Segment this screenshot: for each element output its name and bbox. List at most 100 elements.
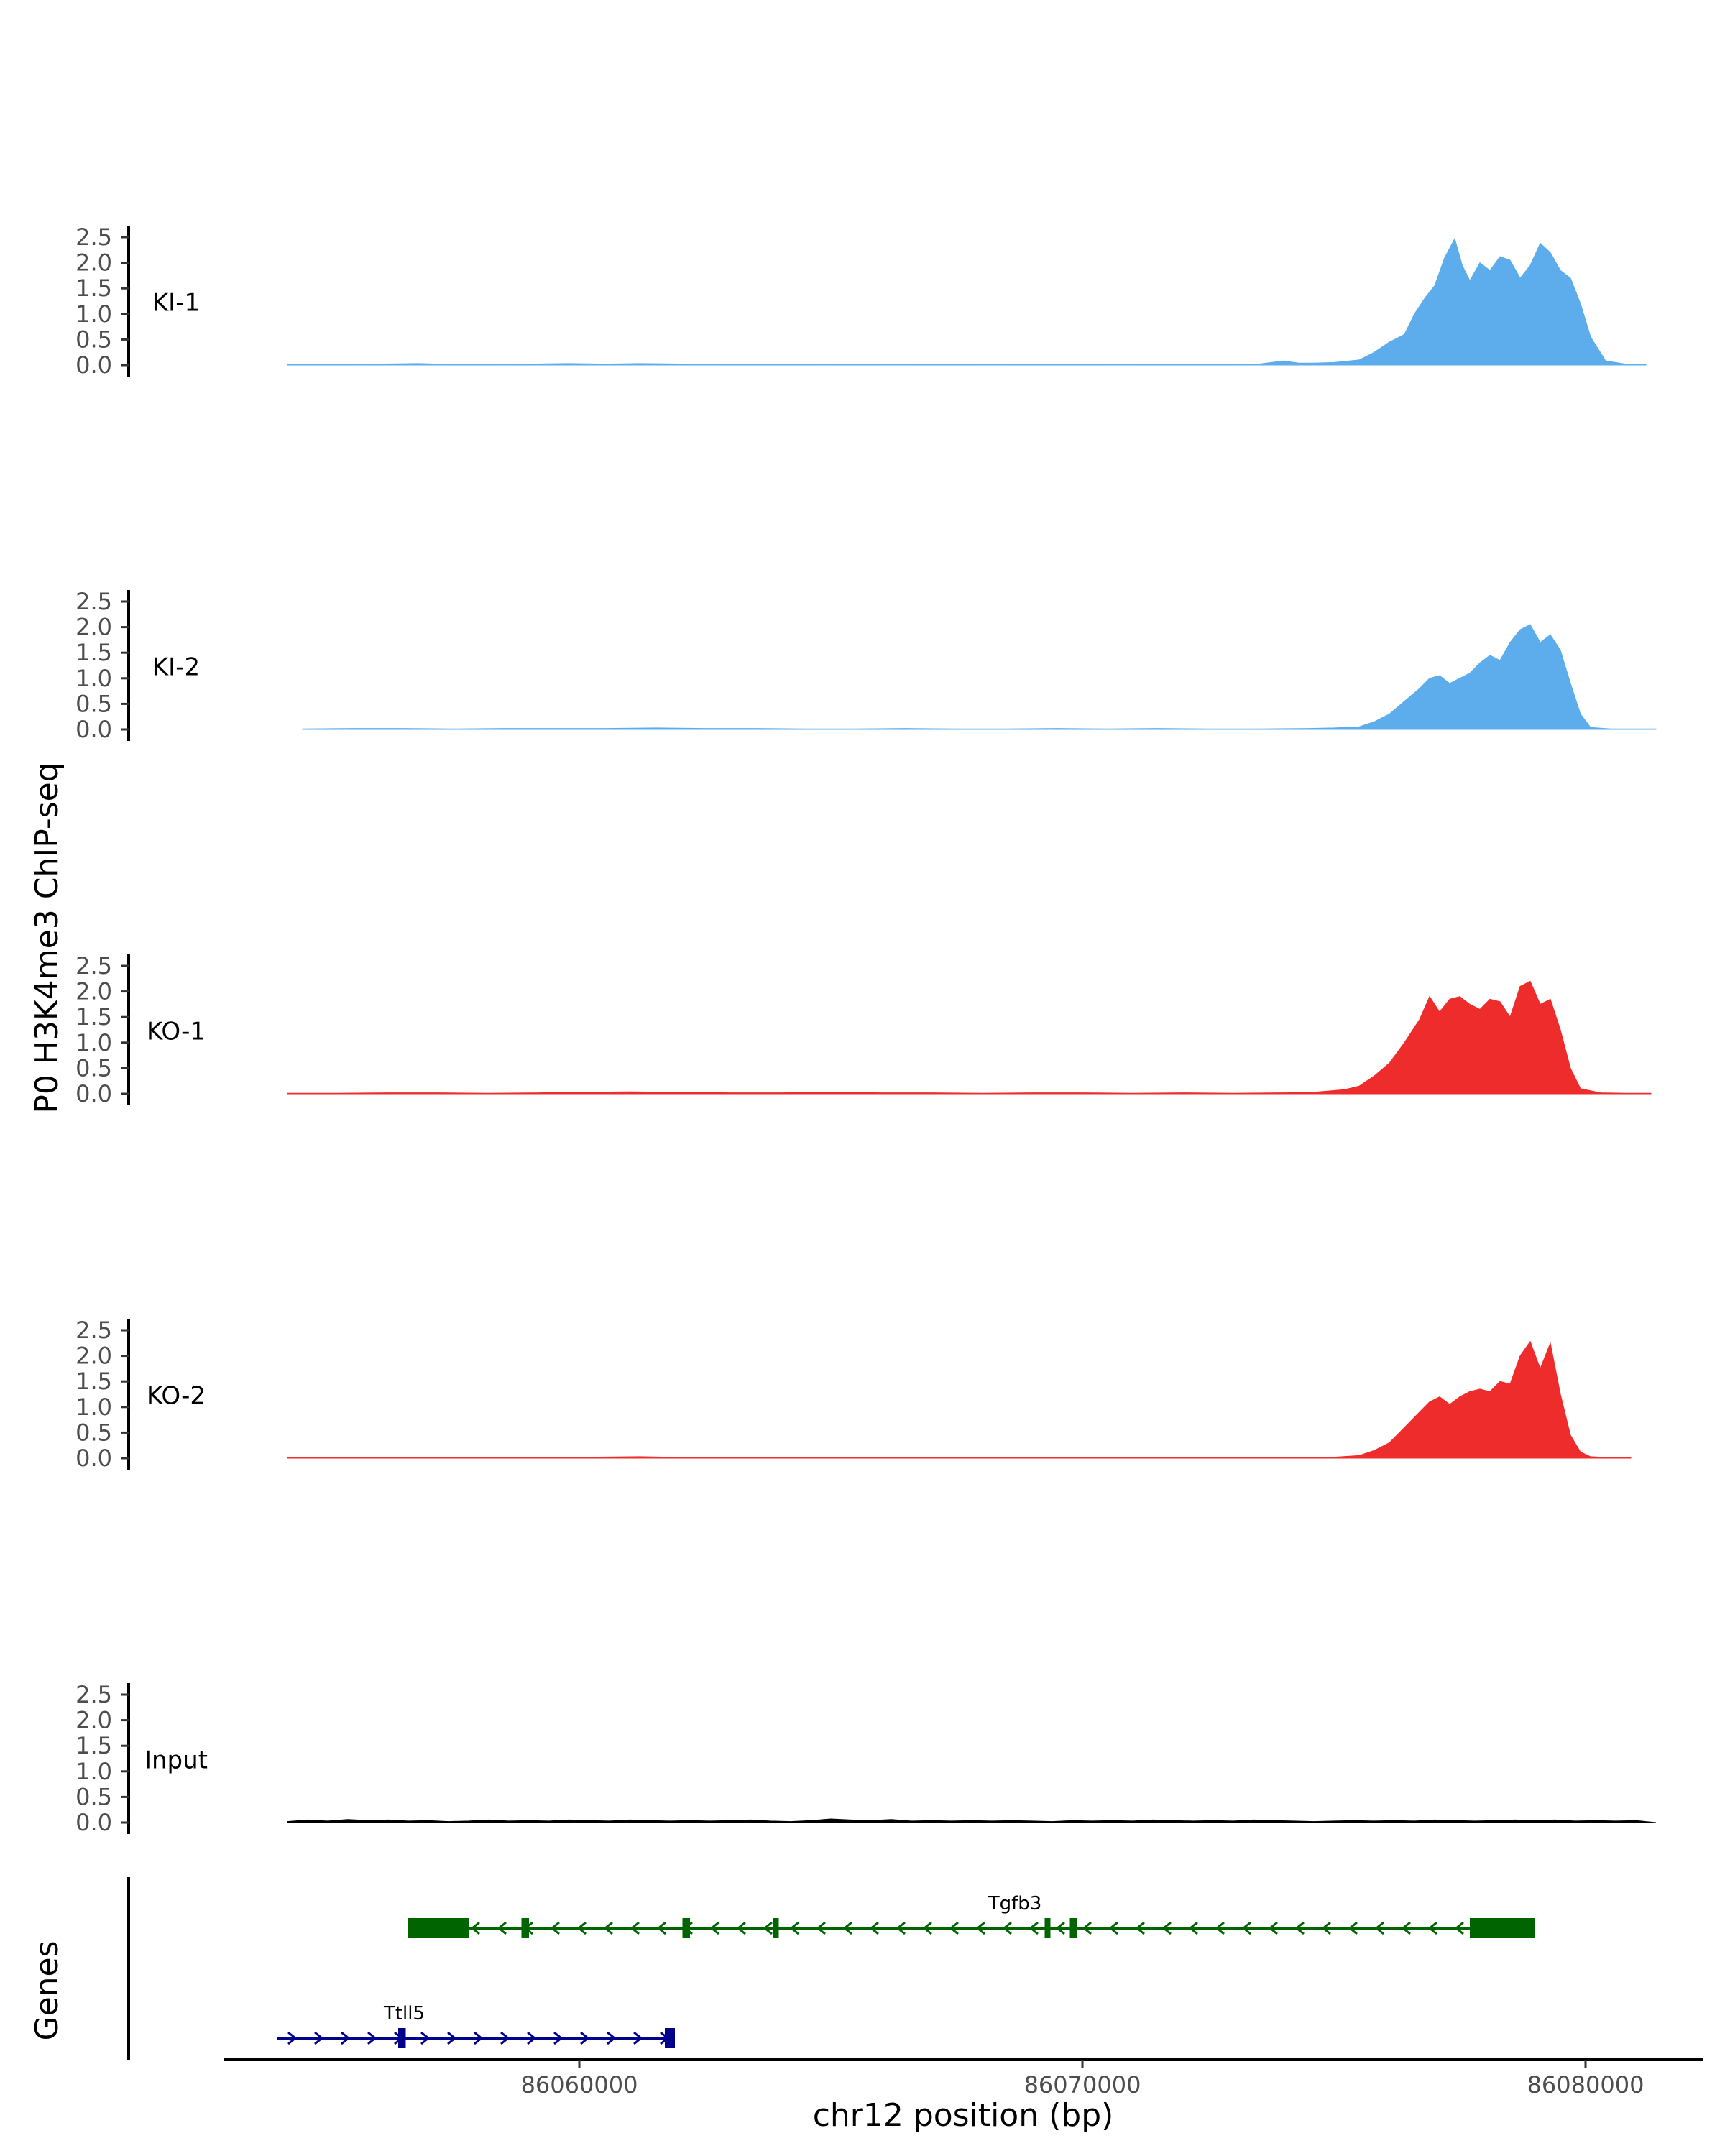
strand-chevron [1427, 1921, 1438, 1935]
track-label: KI-1 [152, 288, 200, 317]
y-tick-label: 1.0 [75, 1758, 112, 1785]
strand-chevron [314, 2031, 324, 2045]
strand-chevron [553, 2031, 564, 2045]
y-tick-label: 2.0 [75, 1342, 112, 1370]
y-tick-label: 2.0 [75, 249, 112, 277]
strand-chevron [1321, 1921, 1331, 1935]
exon-block [521, 1918, 529, 1938]
exon-block [773, 1918, 779, 1938]
track-label: KO-2 [147, 1381, 206, 1410]
strand-chevron [527, 2031, 537, 2045]
signal-area [287, 980, 1652, 1095]
strand-chevron [603, 1921, 613, 1935]
utr-block [408, 1918, 469, 1938]
strand-chevron [420, 2031, 431, 2045]
strand-chevron [975, 1921, 985, 1935]
exon-block [682, 1918, 690, 1938]
track-ki-1: 0.00.51.01.52.02.5 KI-1 [75, 224, 1647, 379]
gene-ttll5: Ttll5 [277, 2003, 675, 2048]
track-input: 0.00.51.01.52.02.5 Input [75, 1681, 1657, 1836]
strand-chevron [949, 1921, 959, 1935]
y-tick-label: 1.0 [75, 300, 112, 328]
x-axis: 86060000 86070000 86080000 [224, 2058, 1703, 2099]
strand-chevron [1162, 1921, 1172, 1935]
exon-block [1044, 1918, 1051, 1938]
strand-chevron [474, 2031, 484, 2045]
signal-area [287, 1340, 1632, 1459]
strand-chevron [470, 1921, 480, 1935]
exon-block [398, 2028, 406, 2048]
y-tick-label: 0.0 [75, 1080, 112, 1107]
strand-chevron [842, 1921, 852, 1935]
strand-chevron [763, 1921, 773, 1935]
y-tick-label: 1.5 [75, 639, 112, 666]
exon-block [665, 2028, 675, 2048]
y-tick-label: 0.0 [75, 351, 112, 379]
y-tick-label: 2.5 [75, 1317, 112, 1344]
strand-chevron [869, 1921, 879, 1935]
strand-chevron [341, 2031, 351, 2045]
track-ko-1: 0.00.51.01.52.02.5 KO-1 [75, 952, 1652, 1107]
exon-block [1070, 1918, 1077, 1938]
y-tick-label: 2.5 [75, 952, 112, 980]
gene-label: Tgfb3 [988, 1893, 1042, 1915]
strand-chevron [1454, 1921, 1464, 1935]
gene-tgfb3: Tgfb3 [408, 1893, 1535, 1938]
tracks-layer: 0.00.51.01.52.02.5KI-10.00.51.01.52.02.5… [75, 224, 1657, 1836]
strand-chevron [1268, 1921, 1278, 1935]
y-tick-label: 2.5 [75, 224, 112, 251]
strand-chevron [497, 1921, 507, 1935]
strand-chevron [1241, 1921, 1251, 1935]
y-tick-label: 1.5 [75, 1732, 112, 1759]
y-tick-label: 1.5 [75, 275, 112, 302]
y-tick-label: 1.0 [75, 665, 112, 692]
y-tick-label: 0.0 [75, 1809, 112, 1836]
y-tick-label: 0.5 [75, 690, 112, 717]
gene-label: Ttll5 [383, 2003, 425, 2024]
signal-area [287, 237, 1647, 366]
strand-chevron [709, 1921, 719, 1935]
track-label: Input [144, 1746, 208, 1774]
y-tick-label: 2.0 [75, 1707, 112, 1734]
strand-chevron [1055, 1921, 1065, 1935]
y-tick-label: 0.5 [75, 1783, 112, 1810]
x-axis-title: chr12 position (bp) [813, 2097, 1114, 2134]
y-tick-label: 1.0 [75, 1029, 112, 1056]
x-tick-label: 86060000 [521, 2071, 638, 2099]
track-label: KO-1 [147, 1017, 206, 1046]
genes-axis-title: Genes [29, 1940, 65, 2040]
strand-chevron [656, 1921, 666, 1935]
y-tick-label: 0.5 [75, 1419, 112, 1446]
y-tick-label: 0.5 [75, 1054, 112, 1082]
strand-chevron [1108, 1921, 1118, 1935]
strand-chevron [367, 2031, 377, 2045]
track-label: KI-2 [152, 653, 200, 681]
strand-chevron [896, 1921, 906, 1935]
y-tick-label: 1.0 [75, 1393, 112, 1421]
y-tick-label: 2.5 [75, 1681, 112, 1708]
x-tick-label: 86070000 [1024, 2071, 1141, 2099]
genes-panel: Tgfb3 Ttll5 86060000 86070000 86080000 [127, 1877, 1703, 2099]
strand-chevron [1348, 1921, 1358, 1935]
strand-chevron [288, 2031, 298, 2045]
strand-chevron [607, 2031, 617, 2045]
strand-chevron [1135, 1921, 1145, 1935]
y-tick-label: 1.5 [75, 1368, 112, 1395]
signal-area [302, 624, 1657, 730]
strand-chevron [1082, 1921, 1092, 1935]
strand-chevron [1002, 1921, 1012, 1935]
track-ki-2: 0.00.51.01.52.02.5 KI-2 [75, 588, 1657, 743]
y-tick-label: 2.0 [75, 978, 112, 1005]
strand-chevron [500, 2031, 510, 2045]
y-axis-title: P0 H3K4me3 ChIP-seq [29, 762, 65, 1113]
strand-chevron [550, 1921, 560, 1935]
utr-block [1470, 1918, 1535, 1938]
strand-chevron [447, 2031, 457, 2045]
y-tick-label: 0.0 [75, 716, 112, 743]
strand-chevron [576, 1921, 586, 1935]
strand-chevron [922, 1921, 932, 1935]
strand-chevron [633, 2031, 643, 2045]
strand-chevron [789, 1921, 799, 1935]
strand-chevron [1374, 1921, 1384, 1935]
